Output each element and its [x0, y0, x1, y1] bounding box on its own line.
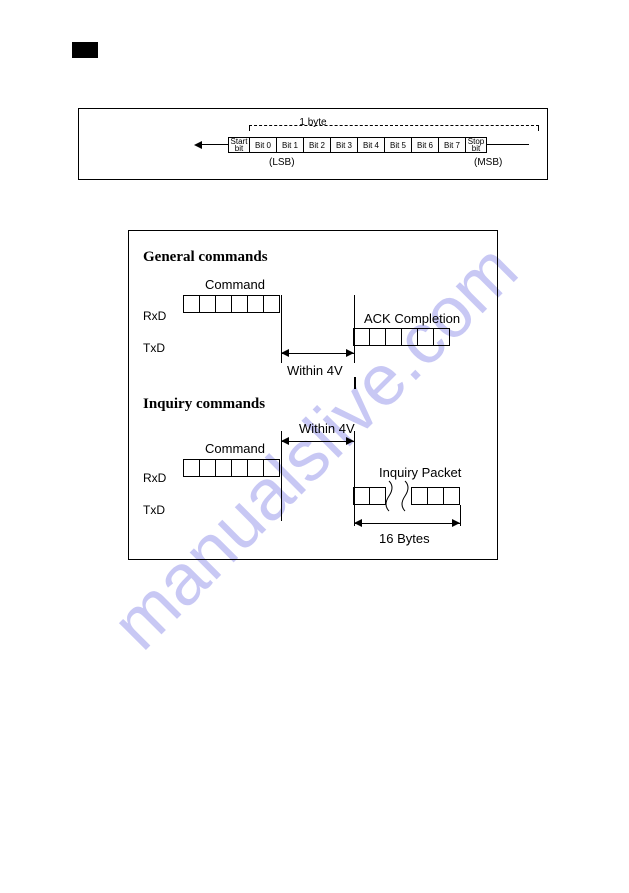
txd-label-2: TxD: [143, 503, 165, 517]
vline: [354, 295, 355, 363]
bit-cell: Bit 6: [411, 137, 439, 153]
inquiry-boxes-right: [412, 487, 460, 505]
bit-cell: Bit 1: [276, 137, 304, 153]
rxd-command-boxes: [184, 295, 280, 313]
vline: [354, 431, 355, 526]
arrow-r: [346, 349, 354, 357]
break-wave-icon: [383, 479, 413, 513]
vline: [281, 431, 282, 521]
bit-cell: Bit 0: [249, 137, 277, 153]
byte-bracket: [249, 125, 539, 131]
bit-cell: Stop bit: [465, 137, 487, 153]
hline: [354, 523, 460, 524]
msb-label: (MSB): [474, 157, 502, 168]
arrow-r: [346, 437, 354, 445]
arrow-l: [281, 349, 289, 357]
inquiry-commands-title: Inquiry commands: [143, 396, 265, 413]
commands-diagram: General commands Command RxD TxD ACK Com…: [128, 230, 498, 560]
bit-cell: Bit 7: [438, 137, 466, 153]
rxd-command-boxes-2: [184, 459, 280, 477]
rxd-label-2: RxD: [143, 471, 166, 485]
within-4v-label: Within 4V: [287, 363, 343, 378]
hline: [281, 353, 354, 354]
bit-cell: Start bit: [228, 137, 250, 153]
lsb-label: (LSB): [269, 157, 295, 168]
bit-cell: Bit 4: [357, 137, 385, 153]
black-marker: [72, 42, 98, 58]
inquiry-packet-label: Inquiry Packet: [379, 465, 461, 480]
arrow-r: [452, 519, 460, 527]
ack-label: ACK Completion: [364, 311, 460, 326]
ack-boxes: [354, 328, 450, 346]
general-commands-title: General commands: [143, 249, 268, 266]
within-4v-label-2: Within 4V: [299, 421, 355, 436]
bit-cell: Bit 5: [384, 137, 412, 153]
inquiry-boxes-left: [354, 487, 386, 505]
arrow-l: [281, 437, 289, 445]
command-label-2: Command: [205, 441, 265, 456]
bit-cell: Bit 2: [303, 137, 331, 153]
hline: [281, 441, 354, 442]
byte-structure-diagram: 1 byte Start bit Bit 0 Bit 1 Bit 2 Bit 3…: [78, 108, 548, 180]
rxd-label: RxD: [143, 309, 166, 323]
tick: [354, 377, 356, 389]
vline: [460, 505, 461, 526]
txd-label: TxD: [143, 341, 165, 355]
arrow-head: [194, 141, 202, 149]
command-label: Command: [205, 277, 265, 292]
arrow-l: [354, 519, 362, 527]
bit-row: Start bit Bit 0 Bit 1 Bit 2 Bit 3 Bit 4 …: [229, 137, 487, 153]
bit-cell: Bit 3: [330, 137, 358, 153]
bytes-16-label: 16 Bytes: [379, 531, 430, 546]
